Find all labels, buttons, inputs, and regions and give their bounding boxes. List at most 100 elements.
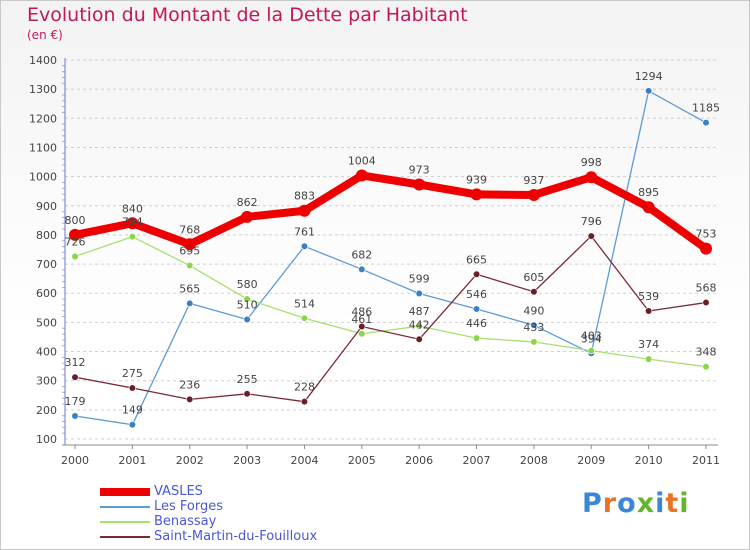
data-label: 403 (581, 330, 602, 343)
data-label: 374 (638, 338, 659, 351)
data-label: 565 (179, 282, 200, 295)
y-tick-label: 800 (36, 229, 57, 242)
logo-letter: i (679, 488, 690, 519)
series-les-forges (71, 87, 710, 429)
data-label: 599 (409, 273, 430, 286)
logo-letter: o (617, 488, 637, 519)
data-label: 228 (294, 381, 315, 394)
data-label: 486 (351, 305, 372, 318)
data-label: 939 (466, 173, 487, 186)
data-point (472, 270, 481, 278)
data-label: 1294 (635, 70, 663, 83)
series (69, 87, 712, 429)
data-point (71, 412, 79, 420)
logo-letter: x (636, 488, 656, 519)
y-tick-label: 1200 (29, 112, 57, 125)
data-label: 568 (696, 282, 717, 295)
data-point (300, 314, 309, 322)
y-tick-label: 400 (36, 346, 57, 359)
data-point (415, 335, 423, 343)
data-label: 490 (523, 304, 544, 317)
series-benassay (71, 233, 710, 371)
data-label: 768 (179, 223, 200, 236)
data-point (702, 119, 710, 127)
data-point (415, 322, 423, 330)
series-vasles (69, 169, 712, 255)
axes: 100 200 300 400 500 600 700 800 900 1000 1100 1200 1… (29, 54, 720, 467)
data-label: 487 (409, 305, 430, 318)
data-point (530, 321, 538, 329)
y-tick-label: 600 (36, 287, 57, 300)
legend-swatch (100, 521, 150, 523)
data-point (470, 188, 483, 201)
data-point (472, 305, 481, 313)
data-label: 236 (179, 378, 200, 391)
data-label: 973 (409, 163, 430, 176)
data-point (530, 338, 538, 346)
data-label: 796 (581, 215, 602, 228)
data-label: 895 (638, 186, 659, 199)
data-point (645, 307, 653, 315)
data-point (186, 261, 194, 270)
legend-swatch (100, 506, 150, 508)
data-point (642, 201, 655, 214)
data-label: 442 (409, 318, 430, 331)
data-label: 937 (523, 174, 544, 187)
data-point (355, 169, 368, 182)
legend-label: Les Forges (154, 499, 224, 514)
data-label: 179 (65, 395, 86, 408)
data-point (300, 398, 309, 406)
data-label: 862 (237, 196, 258, 209)
series-saint-martin-du-fouilloux (71, 232, 710, 406)
data-point (186, 395, 194, 403)
data-point (183, 238, 196, 251)
data-point (702, 363, 710, 371)
data-label: 665 (466, 253, 487, 266)
series-line (74, 235, 707, 403)
data-label: 539 (638, 290, 659, 303)
data-label: 883 (294, 190, 315, 203)
data-label: 1185 (692, 102, 720, 115)
data-point (702, 298, 710, 307)
data-point (585, 171, 598, 184)
data-point (243, 390, 251, 398)
data-point (530, 288, 538, 296)
data-label: 546 (466, 288, 487, 301)
y-tick-label: 300 (36, 375, 57, 388)
data-label: 446 (466, 317, 487, 330)
y-tick-label: 900 (36, 200, 57, 213)
data-point (645, 87, 653, 95)
data-point (472, 334, 481, 342)
data-point (69, 228, 81, 241)
data-point (358, 322, 366, 331)
x-tick-label: 2002 (176, 454, 204, 467)
series-line (71, 171, 710, 253)
data-point (358, 330, 366, 338)
data-label: 149 (122, 404, 143, 417)
y-tick-label: 700 (36, 258, 57, 271)
data-label: 1004 (348, 154, 376, 167)
logo-letter: r (602, 488, 618, 519)
data-label: 800 (65, 214, 86, 227)
data-point (241, 210, 254, 223)
data-label: 312 (65, 356, 86, 369)
data-point (298, 204, 311, 217)
y-tick-label: 1400 (29, 54, 57, 67)
grid (65, 59, 716, 440)
data-point (243, 295, 251, 303)
x-tick-label: 2008 (520, 454, 548, 467)
data-point (587, 232, 595, 240)
x-tick-label: 2001 (118, 454, 146, 467)
data-label: 753 (696, 228, 717, 241)
data-label: 605 (523, 271, 544, 284)
data-point (128, 233, 136, 241)
chart-title: Evolution du Montant de la Dette par Hab… (27, 4, 468, 26)
data-point (413, 178, 426, 191)
y-tick-label: 1100 (29, 141, 57, 154)
data-point (186, 299, 194, 308)
y-tick-label: 100 (36, 433, 57, 446)
data-point (126, 217, 139, 230)
y-tick-label: 1000 (29, 171, 57, 184)
x-tick-label: 2010 (635, 454, 663, 467)
